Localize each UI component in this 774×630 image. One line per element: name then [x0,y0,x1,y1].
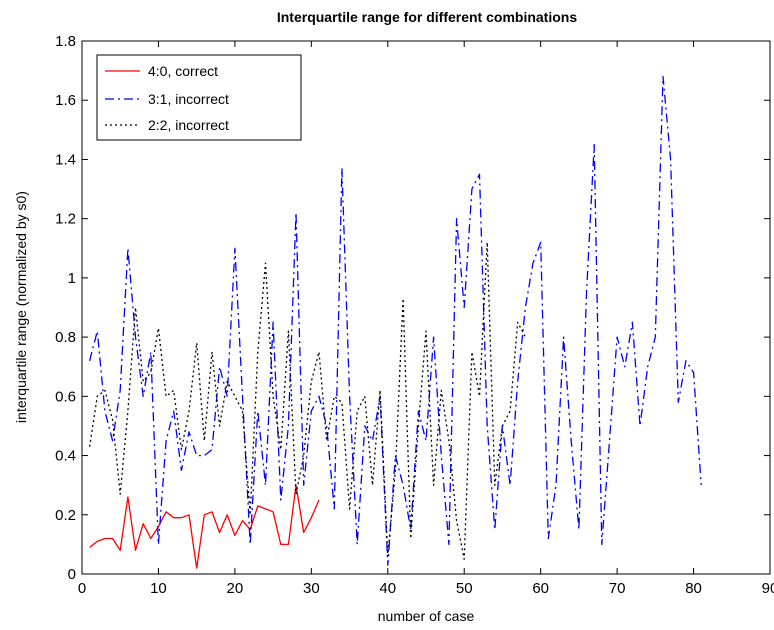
x-tick-label: 20 [227,580,244,597]
chart-title: Interquartile range for different combin… [277,9,577,25]
x-tick-label: 0 [78,580,86,597]
y-tick-label: 1.8 [55,33,76,50]
y-axis-label: interquartile range (normalized by s0) [13,191,29,423]
y-tick-label: 0.2 [55,507,76,524]
y-tick-label: 1.6 [55,92,76,109]
series-line-2 [88,241,526,560]
x-axis-ticks: 0 10 20 30 40 50 60 70 80 90 [78,41,774,597]
series-line-1 [88,75,702,566]
x-tick-label: 30 [303,580,320,597]
y-tick-label: 0 [68,566,76,583]
x-tick-label: 90 [762,580,774,597]
x-tick-label: 10 [150,580,167,597]
x-axis-label: number of case [378,608,475,624]
legend-box [96,54,302,141]
x-tick-label: 80 [685,580,702,597]
y-tick-label: 1 [68,270,76,287]
x-tick-label: 70 [609,580,626,597]
y-tick-label: 1.2 [55,211,76,228]
y-tick-label: 0.8 [55,329,76,346]
series-layer [88,75,702,569]
y-axis-ticks: 0 0.2 0.4 0.6 0.8 1 1.2 1.4 1.6 1.8 [55,33,770,583]
x-tick-label: 40 [379,580,396,597]
x-tick-label: 60 [532,580,549,597]
series-line-0 [89,484,320,569]
y-tick-label: 0.4 [55,448,76,465]
legend-label-2-2-incorrect: 2:2, incorrect [148,117,229,133]
legend-label-4-0-correct: 4:0, correct [148,63,218,79]
legend-label-3-1-incorrect: 3:1, incorrect [148,91,229,107]
legend: 4:0, correct 3:1, incorrect 2:2, incorre… [96,54,302,141]
x-tick-label: 50 [456,580,473,597]
y-tick-label: 0.6 [55,388,76,405]
y-tick-label: 1.4 [55,151,76,168]
